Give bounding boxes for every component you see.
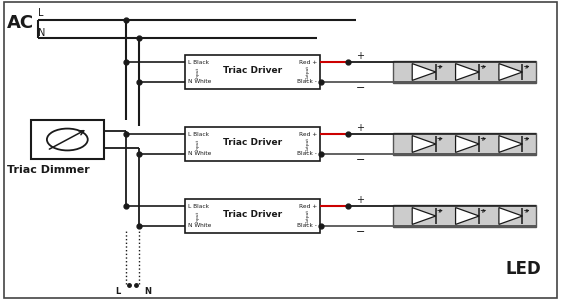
Bar — [185, 199, 320, 233]
Text: −: − — [356, 226, 366, 237]
Text: L Black: L Black — [188, 132, 209, 137]
Text: N: N — [38, 28, 45, 38]
Text: Black -: Black - — [297, 151, 317, 156]
Text: N White: N White — [188, 151, 211, 156]
Text: L: L — [38, 8, 43, 17]
Polygon shape — [499, 64, 522, 80]
Text: +: + — [356, 51, 364, 61]
Polygon shape — [456, 136, 479, 152]
Text: Black -: Black - — [297, 223, 317, 228]
Text: LED: LED — [505, 260, 541, 278]
Text: N White: N White — [188, 223, 211, 228]
Bar — [31, 120, 104, 159]
Text: −: − — [356, 82, 366, 93]
Text: Input: Input — [195, 66, 200, 78]
Bar — [185, 127, 320, 161]
Text: Output: Output — [305, 208, 310, 224]
Polygon shape — [412, 64, 436, 80]
Text: Input: Input — [195, 138, 200, 150]
Text: Red +: Red + — [298, 204, 317, 209]
Bar — [185, 55, 320, 89]
Text: Output: Output — [305, 64, 310, 80]
Bar — [393, 133, 536, 155]
Text: −: − — [356, 154, 366, 165]
Bar — [393, 61, 536, 83]
Polygon shape — [499, 208, 522, 224]
Text: Black -: Black - — [297, 79, 317, 84]
Text: Red +: Red + — [298, 132, 317, 137]
Text: N White: N White — [188, 79, 211, 84]
Text: L Black: L Black — [188, 204, 209, 209]
Text: Triac Driver: Triac Driver — [223, 66, 282, 75]
Polygon shape — [456, 208, 479, 224]
Text: +: + — [356, 123, 364, 133]
Text: N: N — [145, 286, 151, 296]
Text: +: + — [356, 195, 364, 205]
Text: Triac Driver: Triac Driver — [223, 210, 282, 219]
Bar — [393, 205, 536, 227]
Text: L: L — [116, 286, 121, 296]
Text: AC: AC — [7, 14, 34, 32]
Text: Input: Input — [195, 210, 200, 222]
Polygon shape — [412, 136, 436, 152]
Text: Output: Output — [305, 136, 310, 152]
Text: Red +: Red + — [298, 60, 317, 65]
Text: Triac Driver: Triac Driver — [223, 138, 282, 147]
Polygon shape — [412, 208, 436, 224]
Polygon shape — [499, 136, 522, 152]
Polygon shape — [456, 64, 479, 80]
Text: L Black: L Black — [188, 60, 209, 65]
Text: Triac Dimmer: Triac Dimmer — [7, 165, 90, 175]
